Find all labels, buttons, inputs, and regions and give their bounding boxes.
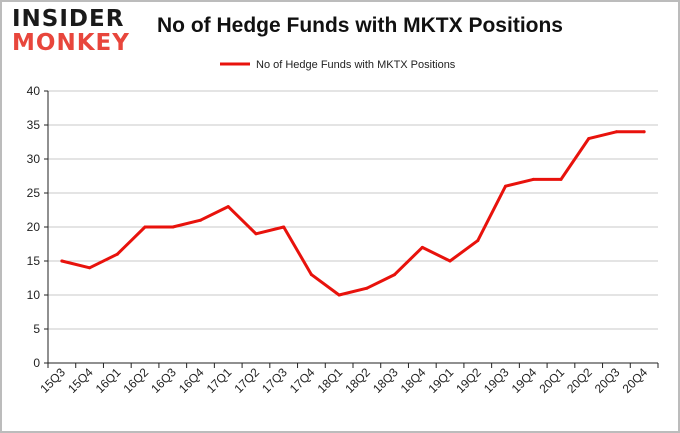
y-tick-label: 40	[27, 84, 41, 98]
data-point	[143, 225, 147, 229]
x-tick-label: 17Q4	[287, 365, 318, 396]
x-tick-label: 15Q4	[65, 365, 96, 396]
chart-title: No of Hedge Funds with MKTX Positions	[157, 14, 563, 37]
x-tick-label: 15Q3	[37, 365, 68, 396]
data-point	[88, 266, 92, 270]
data-point	[614, 130, 618, 134]
data-point	[531, 177, 535, 181]
x-tick-label: 18Q1	[315, 365, 346, 396]
data-point	[254, 232, 258, 236]
y-axis-ticks: 0 5 10 15 20 25 30 35 40	[27, 84, 48, 370]
data-point	[365, 286, 369, 290]
series-line	[60, 130, 646, 297]
y-tick-label: 15	[27, 254, 41, 268]
data-point	[476, 239, 480, 243]
axes	[47, 91, 658, 364]
data-point	[448, 259, 452, 263]
grid-lines	[48, 90, 658, 330]
x-tick-label: 20Q4	[620, 365, 651, 396]
x-tick-label: 19Q2	[453, 365, 484, 396]
x-tick-label: 16Q4	[176, 365, 207, 396]
data-point	[199, 218, 202, 222]
x-tick-label: 17Q2	[231, 365, 262, 396]
logo-line-1: INSIDER	[12, 6, 125, 32]
y-tick-label: 0	[33, 356, 40, 370]
x-tick-label: 16Q3	[148, 365, 179, 396]
insider-monkey-logo: INSIDER MONKEY	[12, 8, 130, 55]
x-tick-label: 20Q2	[564, 365, 595, 396]
y-tick-label: 30	[27, 152, 41, 166]
legend: No of Hedge Funds with MKTX Positions	[220, 59, 456, 71]
x-tick-label: 18Q2	[342, 365, 373, 396]
data-point	[642, 130, 646, 134]
x-tick-label: 19Q4	[509, 365, 540, 396]
data-point	[309, 273, 313, 277]
y-tick-label: 10	[27, 288, 41, 302]
data-point	[559, 177, 563, 181]
x-tick-label: 18Q4	[398, 365, 429, 396]
x-tick-label: 17Q3	[259, 365, 290, 396]
x-tick-label: 20Q3	[592, 365, 623, 396]
data-point	[393, 273, 397, 277]
y-tick-label: 35	[27, 118, 41, 132]
legend-label: No of Hedge Funds with MKTX Positions	[256, 59, 456, 71]
data-point	[420, 245, 424, 249]
x-tick-label: 16Q1	[93, 365, 124, 396]
series-layer	[60, 130, 646, 297]
x-tick-label: 18Q3	[370, 365, 401, 396]
x-axis-ticks: 15Q315Q416Q116Q216Q316Q417Q117Q217Q317Q4…	[37, 363, 659, 396]
x-tick-label: 20Q1	[536, 365, 567, 396]
data-point	[504, 184, 507, 188]
data-point	[115, 252, 119, 256]
y-tick-label: 5	[33, 322, 40, 336]
data-point	[171, 225, 175, 229]
data-point	[226, 205, 230, 209]
x-tick-label: 17Q1	[204, 365, 235, 396]
data-point	[587, 137, 591, 141]
data-point	[60, 259, 64, 263]
y-tick-label: 20	[27, 220, 41, 234]
x-tick-label: 16Q2	[121, 365, 152, 396]
x-tick-label: 19Q3	[481, 365, 512, 396]
data-point	[282, 225, 286, 229]
y-tick-label: 25	[27, 186, 41, 200]
data-point	[337, 293, 341, 297]
logo-line-2: MONKEY	[12, 30, 130, 56]
x-tick-label: 19Q1	[426, 365, 457, 396]
